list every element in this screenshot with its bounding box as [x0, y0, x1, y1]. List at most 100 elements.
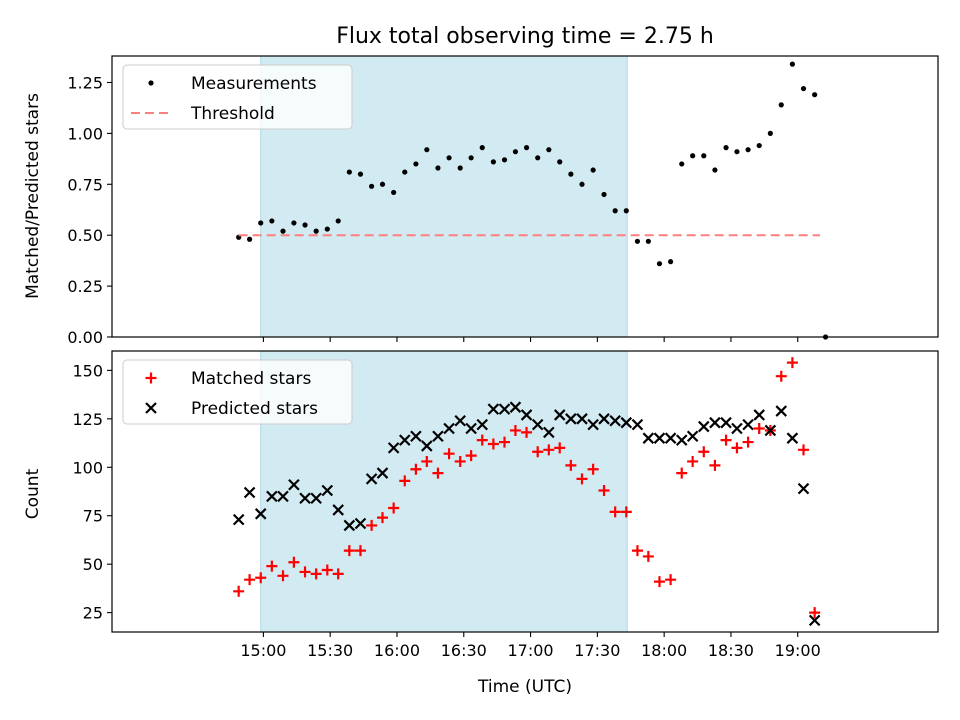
y-tick-label: 0.50: [67, 226, 103, 245]
data-point-dot: [291, 220, 297, 226]
data-point-dot: [756, 142, 762, 149]
data-point-x: [553, 409, 566, 421]
data-point-dot: [512, 149, 519, 155]
y-tick-label: 0.75: [67, 175, 103, 194]
data-point-x: [387, 442, 400, 454]
y-tick-label: 25: [83, 604, 103, 623]
data-point-dot: [734, 149, 740, 155]
data-point-plus: [377, 512, 389, 524]
legend-marker-x: [145, 402, 157, 414]
data-point-x: [243, 486, 256, 499]
data-point-dot: [501, 157, 508, 163]
data-point-dot: [701, 153, 707, 159]
data-point-dot: [690, 153, 696, 159]
y-tick-label: 150: [72, 361, 103, 380]
data-point-plus: [565, 459, 577, 471]
data-point-dot: [379, 181, 386, 187]
data-point-x: [786, 432, 799, 444]
data-point-dot: [479, 145, 485, 151]
data-point-dot: [402, 169, 408, 175]
data-point-plus: [698, 446, 710, 458]
data-point-plus: [543, 444, 555, 456]
data-point-dot: [413, 161, 419, 167]
data-point-dot: [435, 165, 441, 171]
data-point-dot: [391, 189, 397, 196]
data-point-x: [587, 418, 599, 431]
data-point-plus: [388, 502, 400, 514]
data-point-plus: [499, 436, 511, 448]
x-tick-label: 16:30: [441, 641, 487, 660]
data-point-x: [454, 414, 466, 427]
data-point-plus: [332, 568, 344, 580]
data-point-dot: [258, 220, 264, 226]
data-point-plus: [476, 434, 488, 446]
data-point-plus: [421, 455, 433, 467]
data-point-x: [310, 492, 322, 505]
legend-label: Matched stars: [191, 369, 311, 389]
data-point-plus: [598, 485, 610, 497]
data-point-x: [642, 432, 655, 444]
data-point-plus: [809, 607, 821, 619]
data-point-plus: [786, 357, 798, 369]
data-point-plus: [798, 444, 810, 456]
legend-label: Predicted stars: [191, 399, 318, 419]
x-tick-label: 18:30: [708, 641, 754, 660]
data-point-x: [543, 426, 555, 439]
top-panel-ylabel: Matched/Predicted stars: [23, 93, 43, 299]
data-point-plus: [676, 467, 688, 479]
data-point-dot: [568, 171, 574, 177]
data-point-dot: [369, 183, 375, 189]
bottom-panel-x-ticks: 15:00 15:30 16:00 16:30 17:00 17:30 18:00 18:30…: [240, 632, 821, 660]
data-point-dot: [668, 259, 674, 265]
data-point-dot: [457, 165, 463, 171]
data-point-plus: [399, 475, 411, 487]
data-point-plus: [233, 585, 245, 597]
data-point-plus: [354, 545, 366, 557]
data-point-x: [410, 430, 422, 443]
data-point-dot: [523, 145, 530, 151]
data-point-x: [321, 484, 334, 497]
data-point-plus: [277, 570, 289, 582]
top-panel-legend: Measurements Threshold: [122, 64, 353, 130]
data-point-dot: [679, 161, 685, 167]
data-point-x: [742, 418, 754, 431]
legend-marker-dot: [148, 80, 154, 86]
data-point-x: [631, 418, 644, 431]
data-point-x: [299, 492, 311, 505]
data-point-x: [675, 434, 688, 446]
data-point-x: [398, 434, 411, 446]
data-point-x: [609, 414, 621, 427]
data-point-x: [686, 430, 699, 443]
data-point-x: [620, 416, 633, 429]
data-point-dot: [446, 155, 452, 161]
data-point-x: [808, 614, 821, 627]
legend-marker-plus: [145, 372, 157, 384]
x-tick-label: 15:30: [307, 641, 353, 660]
bottom-panel-frame: [111, 350, 939, 633]
x-axis-label: Time (UTC): [477, 677, 572, 697]
data-point-x: [509, 401, 522, 413]
bottom-panel: 15:00 15:30 16:00 16:30 17:00 17:30 18:00 18:30…: [23, 350, 939, 660]
data-point-x: [498, 403, 511, 415]
x-tick-label: 17:00: [508, 641, 554, 660]
x-tick-label: 16:00: [374, 641, 420, 660]
data-point-x: [520, 409, 533, 421]
data-point-plus: [299, 566, 311, 578]
data-point-plus: [554, 442, 566, 454]
data-point-plus: [665, 574, 677, 586]
data-point-x: [775, 405, 788, 417]
data-point-x: [709, 416, 721, 429]
data-point-plus: [454, 455, 466, 467]
bottom-panel-marks: [232, 357, 821, 627]
data-point-plus: [321, 564, 333, 576]
data-point-plus: [653, 576, 665, 588]
data-point-dot: [313, 228, 319, 234]
data-point-plus: [532, 446, 544, 458]
data-point-x: [698, 420, 710, 433]
x-tick-label: 15:00: [240, 641, 286, 660]
data-point-dot: [745, 147, 751, 153]
data-point-plus: [720, 434, 732, 446]
data-point-plus: [709, 459, 721, 471]
data-point-dot: [623, 208, 629, 214]
